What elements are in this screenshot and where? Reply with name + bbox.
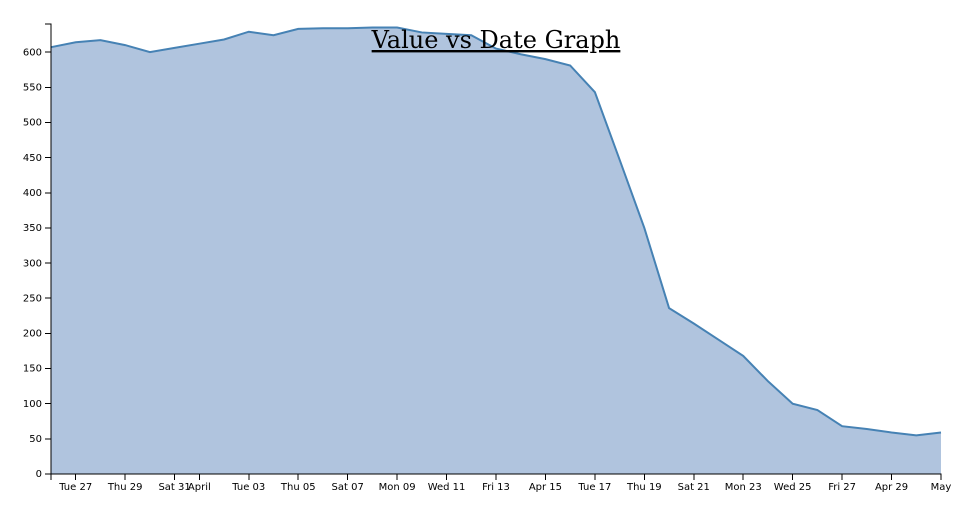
y-tick-label: 500 [23, 118, 42, 129]
y-axis: 0 50 100 150 200 250 300 350 400 450 500 550 600 [23, 23, 52, 480]
x-tick: Mon 23 [725, 474, 762, 493]
y-tick: 550 [23, 82, 51, 93]
x-tick: Thu 05 [280, 474, 316, 493]
x-tick-label: Thu 29 [107, 482, 143, 493]
x-tick-label: Fri 27 [828, 482, 856, 493]
y-tick-label: 200 [23, 329, 42, 340]
y-tick-label: 400 [23, 188, 42, 199]
x-tick: April [188, 474, 211, 493]
x-tick: Sat 21 [678, 474, 710, 493]
series-area [51, 27, 941, 475]
x-tick: Apr 29 [875, 474, 908, 493]
chart-title: Value vs Date Graph [371, 26, 621, 54]
x-tick: Thu 19 [626, 474, 662, 493]
x-tick-label: Tue 03 [231, 482, 265, 493]
x-tick: Wed 11 [428, 474, 466, 493]
y-axis-line [45, 23, 52, 475]
plot-area [50, 26, 942, 475]
x-tick-label: May [931, 482, 952, 493]
x-tick-label: Apr 15 [529, 482, 562, 493]
x-tick-label: Sat 31 [158, 482, 190, 493]
y-tick: 250 [23, 293, 51, 304]
x-tick: Tue 27 [58, 474, 92, 493]
x-tick-label: Wed 25 [774, 482, 812, 493]
x-tick: Sat 07 [332, 474, 364, 493]
x-tick: Sat 31 [158, 474, 191, 493]
y-tick: 0 [36, 469, 51, 480]
y-tick: 150 [23, 364, 51, 375]
y-tick: 300 [23, 258, 51, 269]
x-tick-label: Fri 13 [482, 482, 510, 493]
x-tick: Wed 25 [774, 474, 812, 493]
y-tick: 350 [23, 223, 51, 234]
series-line [50, 26, 942, 437]
x-tick-label: Thu 05 [280, 482, 316, 493]
y-tick-label: 300 [23, 258, 42, 269]
y-tick: 100 [23, 399, 51, 410]
x-tick: Mon 09 [379, 474, 416, 493]
x-tick: Thu 29 [107, 474, 143, 493]
x-tick-label: Thu 19 [626, 482, 662, 493]
x-tick: Fri 13 [482, 474, 510, 493]
y-tick: 50 [29, 434, 51, 445]
x-tick: Fri 27 [828, 474, 856, 493]
x-tick: Apr 15 [529, 474, 562, 493]
x-tick-label: Mon 09 [379, 482, 416, 493]
y-tick: 200 [23, 329, 51, 340]
x-tick-label: Apr 29 [875, 482, 908, 493]
x-tick: Tue 17 [577, 474, 611, 493]
y-tick-label: 100 [23, 399, 42, 410]
y-tick-label: 50 [29, 434, 42, 445]
x-tick-label: April [188, 482, 211, 493]
y-tick: 400 [23, 188, 51, 199]
x-tick: Tue 03 [231, 474, 265, 493]
x-tick: May [931, 474, 952, 493]
y-tick: 600 [23, 47, 51, 58]
y-tick-label: 350 [23, 223, 42, 234]
y-tick-label: 250 [23, 293, 42, 304]
y-tick-label: 600 [23, 47, 42, 58]
x-tick-label: Sat 07 [332, 482, 364, 493]
y-tick: 500 [23, 118, 51, 129]
y-tick-label: 550 [23, 82, 42, 93]
x-tick-label: Mon 23 [725, 482, 762, 493]
y-tick-label: 0 [36, 469, 42, 480]
x-tick-label: Wed 11 [428, 482, 466, 493]
y-tick-label: 150 [23, 364, 42, 375]
x-tick-label: Tue 27 [58, 482, 92, 493]
x-tick-label: Tue 17 [577, 482, 611, 493]
y-tick: 450 [23, 153, 51, 164]
x-tick-label: Sat 21 [678, 482, 710, 493]
y-tick-label: 450 [23, 153, 42, 164]
